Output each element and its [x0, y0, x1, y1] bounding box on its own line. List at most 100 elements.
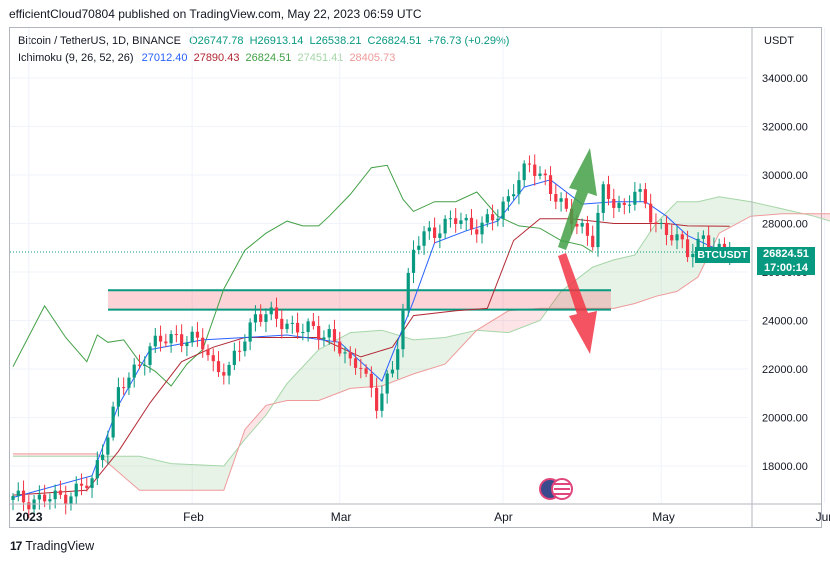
candle — [380, 385, 384, 418]
candle-body — [459, 220, 463, 224]
candle — [317, 315, 321, 350]
candle — [100, 444, 105, 468]
candle-body — [90, 478, 94, 488]
support-zone — [108, 289, 611, 311]
candle-body — [585, 223, 590, 236]
candle-body — [327, 329, 331, 338]
candle-body — [701, 235, 705, 239]
candle-body — [195, 331, 200, 338]
candle — [664, 215, 669, 246]
candle-body — [137, 364, 142, 366]
candle-body — [311, 321, 315, 326]
candle — [654, 213, 658, 233]
candle — [617, 195, 621, 213]
candle-body — [475, 229, 479, 235]
candle-body — [148, 346, 152, 366]
price-chart[interactable]: 18000.0020000.0022000.0024000.0026000.00… — [0, 0, 830, 530]
candle — [469, 209, 474, 235]
candle-body — [627, 204, 632, 206]
candle — [58, 480, 63, 499]
candle-body — [675, 234, 679, 241]
candle — [643, 182, 647, 209]
candle-body — [353, 358, 358, 368]
chart-frame — [9, 27, 822, 528]
candle — [111, 401, 115, 441]
candle-body — [417, 245, 421, 250]
candle-body — [522, 163, 526, 181]
candle-body — [580, 223, 584, 227]
candle — [11, 493, 15, 511]
candle — [680, 230, 684, 249]
y-tick-label: 34000.00 — [762, 73, 808, 85]
candle-body — [238, 350, 242, 352]
candle — [69, 492, 73, 511]
candle-body — [422, 231, 426, 246]
candle — [79, 473, 84, 496]
kumo-segment — [550, 196, 807, 309]
x-tick-label: Apr — [494, 510, 513, 524]
candle — [527, 155, 532, 173]
candle-body — [649, 203, 653, 223]
candle-body — [527, 163, 532, 165]
candle — [538, 166, 542, 180]
tradingview-logo[interactable]: 17 — [10, 539, 22, 553]
candle-body — [185, 342, 189, 347]
legend-kijun-value: 27890.43 — [193, 52, 240, 64]
candle-body — [606, 184, 611, 199]
candle-body — [48, 499, 52, 502]
candle-body — [190, 331, 194, 343]
candle — [48, 493, 52, 510]
candle-body — [69, 496, 73, 505]
candle — [16, 482, 20, 502]
candle-body — [654, 222, 658, 224]
candle — [348, 346, 352, 366]
candle — [164, 333, 168, 348]
candle — [369, 366, 373, 398]
candle — [269, 301, 273, 321]
legend-indicator-name: Ichimoku (9, 26, 52, 26) — [18, 52, 134, 64]
candle-body — [95, 460, 99, 479]
candle — [401, 303, 405, 358]
legend-lagging-value: 26824.51 — [245, 52, 292, 64]
candle — [638, 183, 642, 202]
candle-body — [707, 235, 711, 248]
chikou-span — [12, 164, 593, 387]
candle — [295, 312, 300, 339]
candle-body — [496, 218, 500, 221]
candle-body — [622, 202, 626, 205]
candle — [580, 218, 584, 234]
candle-body — [612, 198, 616, 208]
candle — [232, 342, 236, 371]
candle-body — [264, 314, 268, 322]
candle-body — [295, 322, 300, 333]
candle-body — [58, 490, 63, 495]
candle-body — [517, 180, 521, 195]
legend-span-a-value: 27451.41 — [297, 52, 344, 64]
currency-icon[interactable] — [539, 478, 573, 500]
candle-body — [596, 212, 600, 248]
candle-body — [464, 217, 468, 221]
candle-body — [259, 314, 263, 322]
tradingview-brand[interactable]: TradingView — [25, 539, 95, 553]
candle — [490, 204, 495, 231]
candle — [670, 224, 674, 246]
y-tick-label: 18000.00 — [762, 461, 808, 473]
candle — [390, 361, 395, 378]
x-tick-label: May — [652, 510, 675, 524]
bar-countdown: 17:00:14 — [763, 262, 809, 274]
candle-body — [74, 483, 78, 497]
candle — [127, 372, 131, 395]
candle — [585, 215, 590, 246]
candle — [464, 214, 468, 231]
candle — [222, 363, 226, 385]
candle-body — [290, 322, 294, 324]
chart-axes: 18000.0020000.0022000.0024000.0026000.00… — [10, 28, 830, 528]
candle-body — [533, 164, 537, 176]
candle-body — [332, 329, 337, 342]
candle — [548, 166, 553, 201]
candle-body — [227, 364, 231, 376]
y-tick-label: 22000.00 — [762, 364, 808, 376]
candle — [216, 351, 221, 377]
candle-body — [343, 352, 347, 354]
candle — [106, 430, 110, 465]
